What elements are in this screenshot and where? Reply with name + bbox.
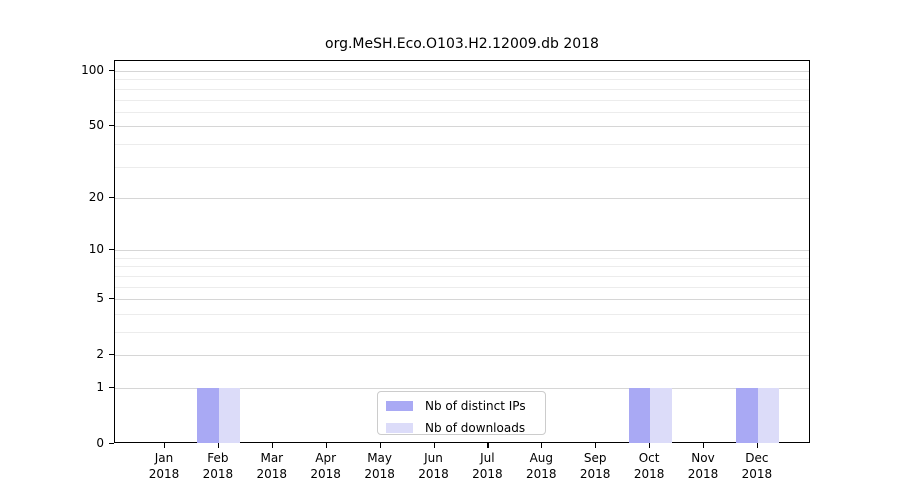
x-tick-sep (595, 443, 597, 448)
x-tick-aug (541, 443, 543, 448)
minor-gridline-7 (115, 275, 809, 277)
x-tick-label-jul: Jul 2018 (472, 451, 503, 481)
major-gridline-100 (115, 71, 809, 72)
y-tick-label-0: 0 (96, 436, 104, 450)
x-tick-label-may: May 2018 (364, 451, 395, 481)
x-tick-label-aug: Aug 2018 (526, 451, 557, 481)
x-tick-jul (487, 443, 489, 448)
bar-nb-of-distinct-ips-oct (628, 388, 651, 443)
y-tick-5 (109, 298, 114, 300)
major-gridline-2 (115, 355, 809, 357)
x-tick-dec (756, 443, 759, 448)
legend-label-distinct-ips: Nb of distinct IPs (425, 399, 526, 413)
minor-gridline-3 (115, 332, 809, 333)
y-tick-10 (109, 249, 114, 251)
minor-gridline-4 (115, 313, 809, 315)
major-gridline-5 (115, 299, 809, 301)
x-tick-nov (703, 443, 705, 448)
x-tick-label-feb: Feb 2018 (202, 451, 234, 481)
bar-nb-of-distinct-ips-dec (736, 388, 758, 443)
x-tick-label-mar: Mar 2018 (256, 451, 288, 481)
distinct-ips-swatch (386, 401, 413, 411)
x-tick-jun (433, 443, 435, 448)
plot-area: Nb of distinct IPs Nb of downloads (114, 60, 810, 443)
y-tick-0 (109, 443, 114, 445)
x-tick-label-nov: Nov 2018 (687, 451, 719, 481)
y-tick-1 (109, 387, 114, 389)
y-tick-50 (109, 125, 114, 127)
y-tick-label-10: 10 (88, 242, 104, 257)
minor-gridline-70 (115, 99, 809, 101)
minor-gridline-8 (115, 266, 809, 268)
minor-gridline-6 (115, 286, 809, 288)
x-tick-feb (217, 443, 220, 448)
x-tick-may (379, 443, 381, 448)
y-tick-label-100: 100 (81, 63, 104, 77)
major-gridline-10 (115, 250, 809, 252)
bar-nb-of-downloads-dec (757, 388, 780, 443)
x-tick-label-sep: Sep 2018 (579, 451, 611, 481)
x-tick-label-jun: Jun 2018 (418, 451, 449, 481)
legend-row-downloads: Nb of downloads (386, 421, 545, 435)
major-gridline-1 (115, 388, 809, 389)
bar-nb-of-downloads-feb (218, 388, 241, 443)
minor-gridline-30 (115, 166, 809, 168)
y-tick-2 (109, 354, 114, 356)
minor-gridline-9 (115, 257, 809, 259)
major-gridline-20 (115, 197, 809, 199)
y-tick-label-1: 1 (96, 380, 104, 394)
x-tick-label-apr: Apr 2018 (310, 451, 341, 481)
minor-gridline-60 (115, 111, 809, 113)
bar-nb-of-distinct-ips-feb (197, 388, 219, 443)
y-tick-100 (109, 70, 114, 72)
x-tick-label-jan: Jan 2018 (148, 451, 180, 481)
legend-row-distinct-ips: Nb of distinct IPs (386, 399, 545, 413)
x-tick-label-dec: Dec 2018 (741, 451, 773, 481)
minor-gridline-40 (115, 143, 809, 145)
minor-gridline-90 (115, 79, 809, 81)
downloads-swatch (386, 423, 413, 433)
y-tick-label-2: 2 (96, 347, 104, 362)
major-gridline-50 (115, 126, 809, 128)
x-tick-apr (325, 443, 327, 448)
legend: Nb of distinct IPs Nb of downloads (377, 391, 546, 435)
x-tick-oct (649, 443, 651, 448)
x-tick-label-oct: Oct 2018 (633, 451, 665, 481)
bar-nb-of-downloads-oct (650, 388, 672, 443)
y-tick-label-5: 5 (96, 291, 104, 306)
y-tick-label-20: 20 (88, 189, 104, 204)
minor-gridline-80 (115, 88, 809, 90)
legend-label-downloads: Nb of downloads (425, 421, 526, 435)
x-tick-mar (271, 443, 273, 448)
chart-title: org.MeSH.Eco.O103.H2.12009.db 2018 (325, 36, 599, 52)
y-tick-20 (109, 196, 114, 199)
y-tick-label-50: 50 (88, 118, 104, 133)
x-tick-jan (164, 443, 166, 448)
